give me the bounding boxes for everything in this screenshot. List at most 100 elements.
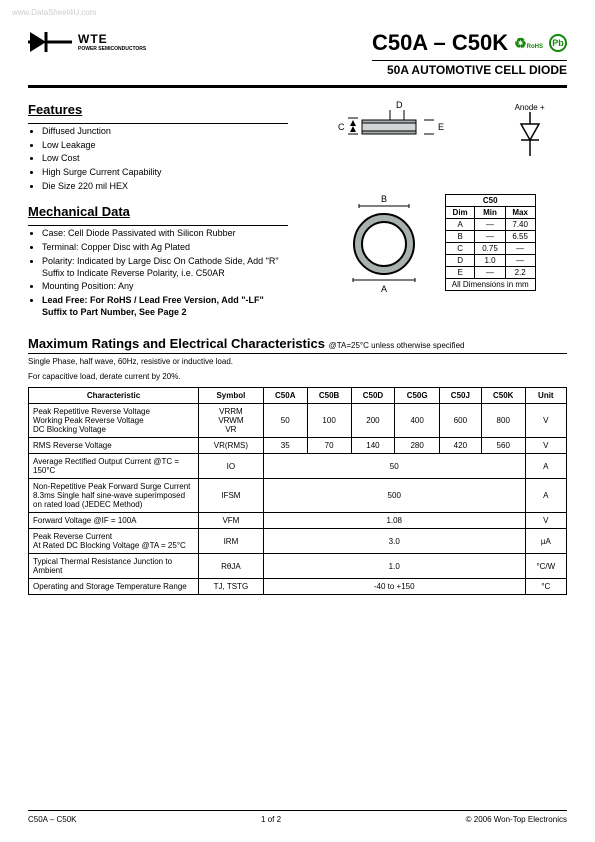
unit-cell: V: [525, 438, 566, 454]
symbol-cell: IO: [199, 454, 264, 479]
watermark-text: www.DataSheet4U.com: [12, 8, 96, 17]
side-view-icon: C D E: [330, 100, 450, 160]
char-cell: Average Rectified Output Current @TC = 1…: [29, 454, 199, 479]
char-cell: Peak Repetitive Reverse VoltageWorking P…: [29, 404, 199, 438]
value-cell: 100: [307, 404, 351, 438]
svg-text:E: E: [438, 122, 444, 132]
dim-cell: 6.55: [505, 231, 535, 243]
diode-symbol-icon: [515, 112, 545, 156]
char-th: Unit: [525, 388, 566, 404]
dim-cell: —: [475, 231, 505, 243]
value-cell: 400: [395, 404, 440, 438]
symbol-cell: TJ, TSTG: [199, 579, 264, 595]
char-th: C50B: [307, 388, 351, 404]
value-cell: 1.0: [263, 554, 525, 579]
dim-cell: C: [445, 243, 475, 255]
dimension-table: C50 Dim Min Max A—7.40 B—6.55 C0.75— D1.…: [445, 194, 536, 291]
value-cell: 500: [263, 479, 525, 513]
svg-text:B: B: [381, 194, 387, 204]
logo-brand: WTE: [78, 32, 146, 46]
dim-cell: 7.40: [505, 219, 535, 231]
logo-subtitle: POWER SEMICONDUCTORS: [78, 46, 146, 52]
mechanical-list: Case: Cell Diode Passivated with Silicon…: [28, 228, 288, 318]
svg-text:D: D: [396, 100, 403, 110]
logo: WTE POWER SEMICONDUCTORS: [28, 30, 146, 54]
footer-right: © 2006 Won-Top Electronics: [466, 815, 567, 824]
dim-cell: E: [445, 267, 475, 279]
dim-cell: 2.2: [505, 267, 535, 279]
char-cell: Non-Repetitive Peak Forward Surge Curren…: [29, 479, 199, 513]
unit-cell: A: [525, 479, 566, 513]
footer-center: 1 of 2: [261, 815, 281, 824]
unit-cell: °C: [525, 579, 566, 595]
symbol-cell: VR(RMS): [199, 438, 264, 454]
list-item: Terminal: Copper Disc with Ag Plated: [42, 242, 288, 254]
value-cell: 800: [481, 404, 525, 438]
symbol-cell: VFM: [199, 513, 264, 529]
value-cell: 35: [263, 438, 307, 454]
symbol-cell: RθJA: [199, 554, 264, 579]
value-cell: 600: [439, 404, 481, 438]
value-cell: -40 to +150: [263, 579, 525, 595]
list-item: Low Cost: [42, 153, 288, 165]
char-th: C50K: [481, 388, 525, 404]
maxr-note2: For capacitive load, derate current by 2…: [28, 372, 567, 381]
features-heading: Features: [28, 102, 288, 117]
unit-cell: µA: [525, 529, 566, 554]
dim-cell: —: [475, 219, 505, 231]
dim-cell: D: [445, 255, 475, 267]
list-item: Case: Cell Diode Passivated with Silicon…: [42, 228, 288, 240]
value-cell: 3.0: [263, 529, 525, 554]
unit-cell: °C/W: [525, 554, 566, 579]
char-cell: Peak Reverse CurrentAt Rated DC Blocking…: [29, 529, 199, 554]
char-cell: RMS Reverse Voltage: [29, 438, 199, 454]
list-item: Polarity: Indicated by Large Disc On Cat…: [42, 256, 288, 279]
header: WTE POWER SEMICONDUCTORS C50A – C50K ♻Ro…: [28, 30, 567, 77]
list-item: Diffused Junction: [42, 126, 288, 138]
mechanical-heading: Mechanical Data: [28, 204, 288, 219]
part-title-text: C50A – C50K: [372, 30, 508, 56]
dim-cell: B: [445, 231, 475, 243]
unit-cell: V: [525, 513, 566, 529]
footer-left: C50A – C50K: [28, 815, 76, 824]
dim-th: Dim: [445, 207, 475, 219]
dim-th: Max: [505, 207, 535, 219]
anode-symbol: Anode +: [515, 103, 545, 158]
value-cell: 560: [481, 438, 525, 454]
unit-cell: A: [525, 454, 566, 479]
list-item: High Surge Current Capability: [42, 167, 288, 179]
subtitle: 50A AUTOMOTIVE CELL DIODE: [372, 60, 567, 77]
anode-label: Anode +: [515, 103, 545, 112]
dim-cell: —: [505, 255, 535, 267]
symbol-cell: IFSM: [199, 479, 264, 513]
char-cell: Typical Thermal Resistance Junction to A…: [29, 554, 199, 579]
rohs-icon: ♻RoHS: [514, 35, 543, 52]
char-th: C50A: [263, 388, 307, 404]
side-diagram: C D E Anode +: [308, 100, 568, 160]
maxr-note1: Single Phase, half wave, 60Hz, resistive…: [28, 357, 567, 366]
value-cell: 420: [439, 438, 481, 454]
list-item: Low Leakage: [42, 140, 288, 152]
char-cell: Forward Voltage @IF = 100A: [29, 513, 199, 529]
char-th: C50G: [395, 388, 440, 404]
diode-logo-icon: [28, 30, 72, 54]
char-th: Symbol: [199, 388, 264, 404]
value-cell: 280: [395, 438, 440, 454]
list-item: Mounting Position: Any: [42, 281, 288, 293]
char-th: C50J: [439, 388, 481, 404]
value-cell: 50: [263, 404, 307, 438]
char-cell: Operating and Storage Temperature Range: [29, 579, 199, 595]
dim-cell: 0.75: [475, 243, 505, 255]
part-title: C50A – C50K ♻RoHS Pb: [372, 30, 567, 56]
pb-badge-icon: Pb: [549, 34, 567, 52]
value-cell: 140: [351, 438, 395, 454]
char-th: C50D: [351, 388, 395, 404]
list-item: Lead Free: For RoHS / Lead Free Version,…: [42, 295, 288, 318]
dim-cell: A: [445, 219, 475, 231]
maxr-cond: @TA=25°C unless otherwise specified: [329, 341, 465, 350]
char-th: Characteristic: [29, 388, 199, 404]
value-cell: 50: [263, 454, 525, 479]
svg-text:C: C: [338, 122, 345, 132]
dim-cell: —: [505, 243, 535, 255]
dim-cell: 1.0: [475, 255, 505, 267]
